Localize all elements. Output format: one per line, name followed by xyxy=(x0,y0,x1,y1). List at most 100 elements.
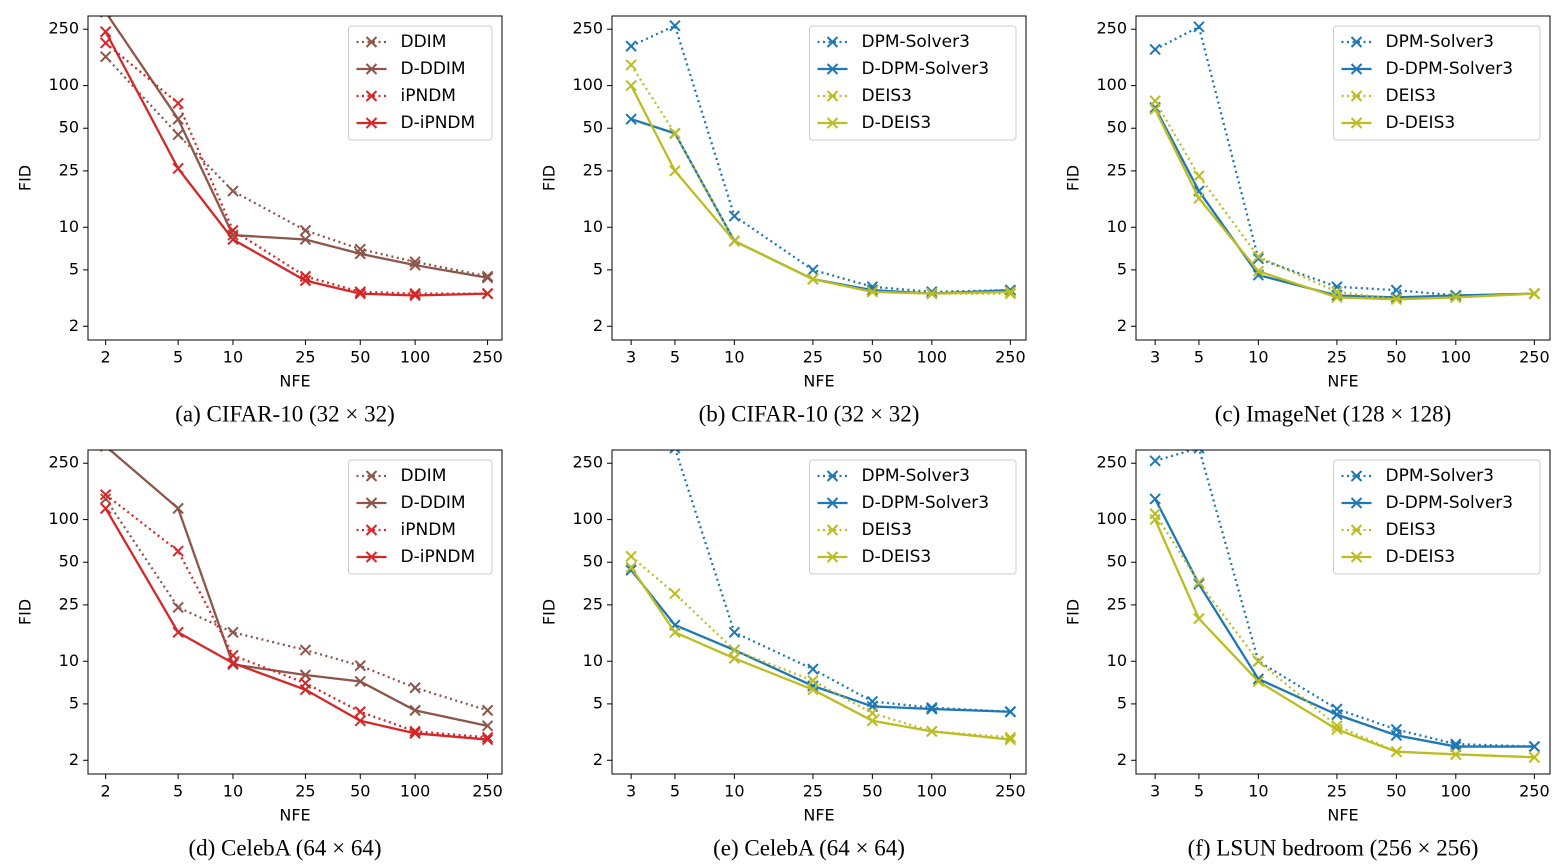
marker xyxy=(99,26,112,38)
y-tick-label: 2 xyxy=(69,750,79,769)
x-tick-label: 50 xyxy=(350,348,370,367)
marker xyxy=(1193,612,1205,625)
marker xyxy=(99,488,112,501)
legend: DDIM D-DDIM iPNDM D-iPNDM xyxy=(348,25,493,141)
series-line xyxy=(630,569,1011,713)
legend-label: D-iPNDM xyxy=(401,547,476,567)
legend-marker xyxy=(365,117,378,129)
x-tick-label: 50 xyxy=(862,782,882,801)
plot-area xyxy=(99,16,494,302)
marker xyxy=(227,229,239,241)
y-axis-label: FID xyxy=(16,599,35,625)
y-tick-label: 250 xyxy=(48,19,79,38)
x-tick-label: 50 xyxy=(862,348,882,367)
marker xyxy=(1149,95,1161,107)
marker xyxy=(1004,284,1017,296)
marker xyxy=(1193,192,1205,205)
y-tick-label: 50 xyxy=(583,118,603,137)
legend: DPM-Solver3 D-DPM-Solver3 DEIS3 D-DEIS3 xyxy=(1333,459,1541,575)
marker xyxy=(1252,250,1265,263)
marker xyxy=(1450,291,1462,304)
caption: (d) CelebA (64 × 64) xyxy=(188,835,381,860)
marker xyxy=(926,725,938,738)
y-tick-label: 100 xyxy=(48,509,79,528)
y-tick-label: 50 xyxy=(583,552,603,571)
marker xyxy=(1331,723,1343,736)
marker xyxy=(669,587,681,600)
marker xyxy=(409,287,421,300)
marker xyxy=(172,162,184,175)
x-tick-label: 25 xyxy=(1327,348,1347,367)
marker xyxy=(481,720,494,732)
x-tick-label: 100 xyxy=(1441,782,1472,801)
marker xyxy=(626,373,636,383)
legend: DDIM D-DDIM iPNDM D-iPNDM xyxy=(348,459,493,575)
x-axis-label: NFE xyxy=(279,806,310,825)
marker xyxy=(807,683,819,696)
marker xyxy=(172,113,184,125)
legend-label: D-DPM-Solver3 xyxy=(1386,493,1514,513)
legend-box xyxy=(1333,25,1541,141)
x-tick-label: 100 xyxy=(400,348,431,367)
x-tick-label: 100 xyxy=(400,782,431,801)
legend-marker xyxy=(365,63,378,75)
marker xyxy=(625,40,637,52)
marker xyxy=(625,561,637,574)
marker xyxy=(1528,287,1541,300)
marker xyxy=(1004,287,1017,300)
marker xyxy=(1004,706,1017,718)
x-tick-label: 100 xyxy=(917,782,948,801)
y-tick-label: 10 xyxy=(59,217,79,236)
legend-marker xyxy=(365,551,378,563)
marker xyxy=(728,626,741,639)
legend-label: D-DPM-Solver3 xyxy=(862,493,990,513)
marker xyxy=(1193,21,1205,33)
x-axis-label: NFE xyxy=(1327,806,1358,825)
marker xyxy=(866,715,879,727)
marker xyxy=(728,210,741,222)
legend-label: DPM-Solver3 xyxy=(862,466,970,486)
marker xyxy=(481,272,494,284)
y-tick-label: 100 xyxy=(1096,75,1127,94)
y-tick-label: 10 xyxy=(59,651,79,670)
x-tick-label: 3 xyxy=(626,348,636,367)
caption: (e) CelebA (64 × 64) xyxy=(713,835,905,860)
x-tick-label: 25 xyxy=(803,782,823,801)
legend-label: D-DDIM xyxy=(401,493,466,513)
y-tick-label: 25 xyxy=(583,160,603,179)
marker xyxy=(1528,740,1541,753)
x-tick-label: 10 xyxy=(223,782,243,801)
marker xyxy=(99,493,112,505)
legend-box xyxy=(809,459,1017,575)
legend-marker xyxy=(1350,470,1363,482)
legend-label: DEIS3 xyxy=(862,520,912,540)
y-tick-label: 2 xyxy=(593,750,603,769)
caption: (f) LSUN bedroom (256 × 256) xyxy=(1188,835,1479,860)
legend-label: DEIS3 xyxy=(1386,86,1436,106)
legend-marker xyxy=(365,36,378,48)
marker xyxy=(807,264,819,276)
marker xyxy=(1390,291,1403,304)
x-tick-label: 250 xyxy=(1519,782,1550,801)
marker xyxy=(299,274,312,287)
x-tick-label: 2 xyxy=(101,348,111,367)
marker xyxy=(1450,748,1462,761)
y-tick-label: 250 xyxy=(572,453,603,472)
marker xyxy=(1528,751,1541,763)
y-tick-label: 25 xyxy=(583,594,603,613)
y-tick-label: 10 xyxy=(1107,217,1127,236)
x-axis-label: NFE xyxy=(803,806,834,825)
plot-area xyxy=(625,19,1017,300)
marker xyxy=(1252,675,1265,688)
marker xyxy=(1004,731,1017,744)
x-tick-label: 3 xyxy=(1150,782,1160,801)
x-tick-label: 10 xyxy=(223,348,243,367)
marker xyxy=(172,601,184,614)
y-tick-label: 50 xyxy=(1107,552,1127,571)
marker xyxy=(227,185,239,197)
x-tick-label: 25 xyxy=(295,348,315,367)
axes-frame xyxy=(1135,449,1551,775)
caption: (a) CIFAR-10 (32 × 32) xyxy=(175,401,395,426)
